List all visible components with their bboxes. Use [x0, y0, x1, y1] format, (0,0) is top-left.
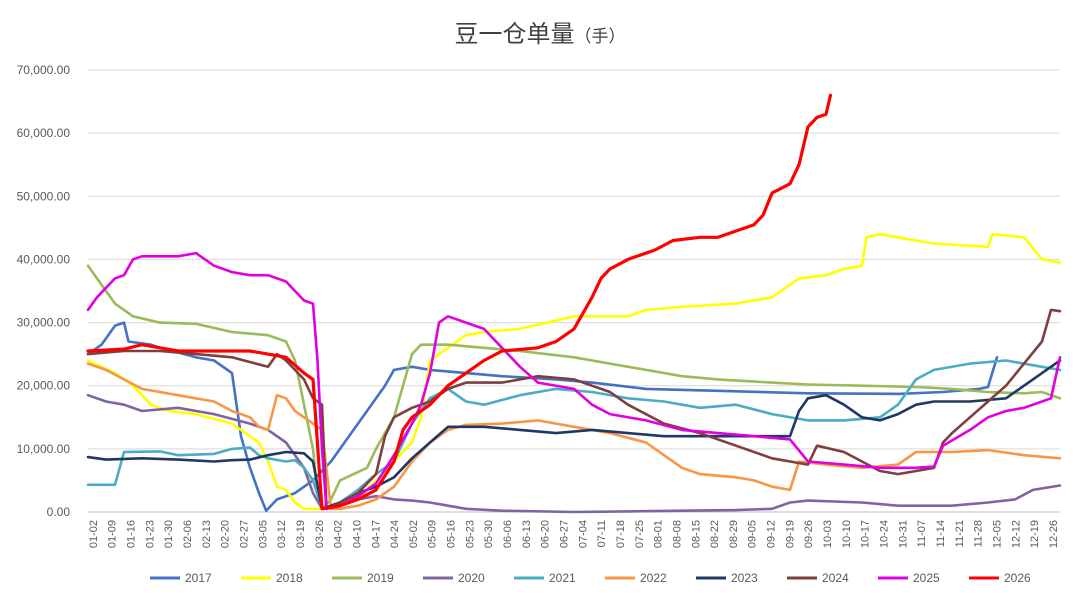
x-tick-label: 06-20: [540, 520, 552, 548]
chart-title: 豆一仓单量（手）: [0, 14, 1080, 49]
x-tick-label: 03-12: [276, 520, 288, 548]
x-tick-label: 10-03: [822, 520, 834, 548]
y-tick-label: 20,000.00: [17, 379, 71, 393]
x-tick-label: 01-30: [163, 520, 175, 548]
legend-label-2023: 2023: [731, 571, 758, 585]
x-tick-label: 11-21: [954, 520, 966, 547]
x-axis-ticks: 01-02 01-09 01-16 01-23 01-30 02-06 02-13 02-20…: [88, 520, 1060, 548]
x-tick-label: 10-17: [860, 520, 872, 548]
series-line-2025: [86, 251, 1062, 511]
y-tick-label: 40,000.00: [17, 252, 71, 266]
series-line-2020: [86, 393, 1062, 514]
x-tick-label: 02-06: [182, 520, 194, 548]
x-tick-label: 09-12: [766, 520, 778, 548]
x-tick-label: 03-19: [295, 520, 307, 548]
x-tick-label: 08-29: [728, 520, 740, 548]
series-lines: [86, 93, 1062, 514]
y-tick-label: 10,000.00: [17, 442, 71, 456]
x-tick-label: 07-18: [615, 520, 627, 548]
y-tick-label: 60,000.00: [17, 126, 71, 140]
gridlines: [88, 69, 1060, 513]
y-tick-label: 0.00: [47, 505, 71, 519]
x-tick-label: 04-24: [389, 520, 401, 548]
legend-label-2021: 2021: [549, 571, 576, 585]
legend-label-2018: 2018: [276, 571, 303, 585]
x-tick-label: 07-04: [577, 520, 589, 548]
x-tick-label: 12-05: [991, 520, 1003, 548]
x-tick-label: 06-06: [502, 520, 514, 548]
x-tick-label: 11-14: [935, 520, 947, 547]
x-tick-label: 01-09: [107, 520, 119, 548]
series-line-2019: [86, 264, 1062, 511]
x-tick-label: 02-13: [201, 520, 213, 548]
x-tick-label: 12-19: [1029, 520, 1041, 548]
y-axis-ticks: 0.00 10,000.00 20,000.00 30,000.00 40,000.00…: [17, 63, 71, 519]
x-tick-label: 09-26: [803, 520, 815, 548]
x-tick-label: 08-08: [671, 520, 683, 548]
legend-label-2020: 2020: [458, 571, 485, 585]
x-tick-label: 11-07: [916, 520, 928, 547]
x-tick-label: 09-05: [747, 520, 759, 548]
chart-title-text: 豆一仓单量: [454, 20, 575, 48]
x-tick-label: 01-16: [126, 520, 138, 548]
x-tick-label: 03-26: [314, 520, 326, 548]
x-tick-label: 01-02: [88, 520, 100, 548]
series-line-2024: [86, 308, 1062, 511]
x-tick-label: 04-02: [333, 520, 345, 548]
x-tick-label: 12-12: [1010, 520, 1022, 548]
x-tick-label: 11-28: [973, 520, 985, 547]
x-tick-label: 05-09: [427, 520, 439, 548]
x-tick-label: 04-17: [370, 520, 382, 548]
x-tick-label: 05-02: [408, 520, 420, 548]
x-tick-label: 03-05: [257, 520, 269, 548]
x-tick-label: 06-13: [521, 520, 533, 548]
x-tick-label: 02-20: [220, 520, 232, 548]
legend-label-2025: 2025: [913, 571, 940, 585]
x-tick-label: 08-15: [690, 520, 702, 548]
legend-label-2024: 2024: [822, 571, 849, 585]
legend-label-2026: 2026: [1004, 571, 1031, 585]
x-tick-label: 08-01: [653, 520, 665, 548]
x-tick-label: 04-10: [351, 520, 363, 548]
x-tick-label: 10-31: [897, 520, 909, 548]
x-tick-label: 05-23: [464, 520, 476, 548]
x-tick-label: 02-27: [238, 520, 250, 548]
x-tick-label: 10-10: [841, 520, 853, 548]
y-tick-label: 30,000.00: [17, 316, 71, 330]
x-tick-label: 05-30: [483, 520, 495, 548]
legend-label-2022: 2022: [640, 571, 667, 585]
x-tick-label: 05-16: [446, 520, 458, 548]
x-tick-label: 10-24: [878, 520, 890, 548]
series-line-2018: [86, 232, 1062, 511]
chart-title-unit: （手）: [574, 27, 626, 47]
x-tick-label: 12-26: [1048, 520, 1060, 548]
legend: 2017 2018 2019 2020 2021 2022 2023 2024 2025 2026: [150, 571, 1031, 585]
x-tick-label: 08-22: [709, 520, 721, 548]
x-tick-label: 09-19: [784, 520, 796, 548]
series-line-2023: [86, 359, 1062, 511]
legend-label-2017: 2017: [185, 571, 212, 585]
x-tick-label: 06-27: [558, 520, 570, 548]
y-tick-label: 70,000.00: [17, 63, 71, 77]
y-tick-label: 50,000.00: [17, 189, 71, 203]
series-line-2026: [86, 93, 833, 511]
x-tick-label: 07-11: [596, 520, 608, 547]
x-tick-label: 07-25: [634, 520, 646, 548]
x-tick-label: 01-23: [144, 520, 156, 548]
legend-label-2019: 2019: [367, 571, 394, 585]
